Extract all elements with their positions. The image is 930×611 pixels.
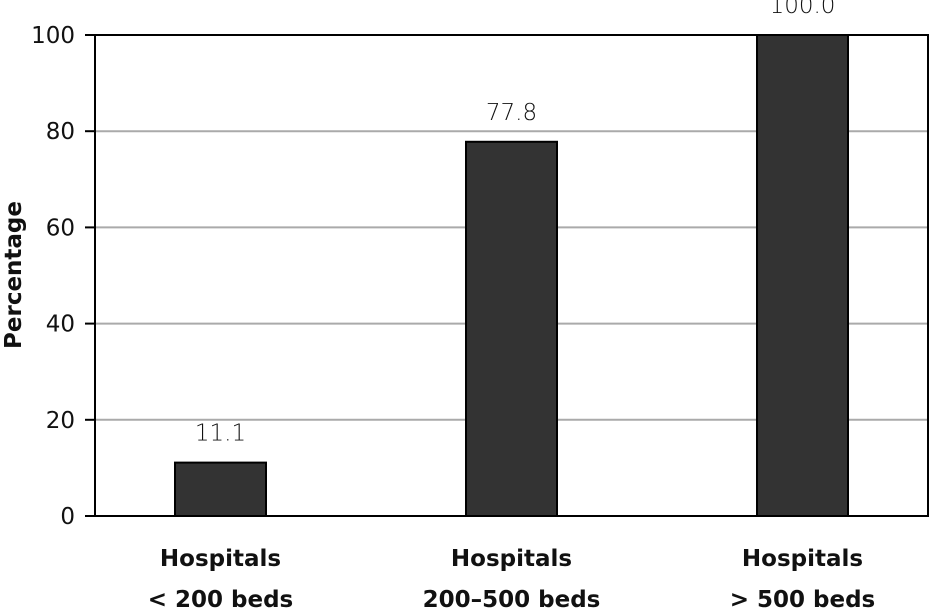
x-tick-label: Hospitals (451, 546, 572, 572)
x-tick-label: 200–500 beds (423, 587, 601, 611)
data-label: 11.1 (195, 421, 246, 447)
data-label: 77.8 (486, 100, 537, 126)
y-tick-label: 20 (46, 408, 75, 434)
y-axis-label: Percentage (1, 201, 27, 349)
y-tick-label: 40 (46, 312, 75, 338)
x-axis-labels: Hospitals < 200 beds Hospitals 200–500 beds… (148, 546, 876, 611)
bar (174, 461, 267, 518)
data-label: 100.0 (770, 0, 836, 19)
y-tick-label: 60 (46, 215, 75, 241)
y-tick-label: 0 (60, 504, 75, 530)
y-axis-ticks: 0 20 40 60 80 100 (31, 23, 95, 530)
bars: 11.1 77.8 100.0 (174, 0, 849, 518)
bar (465, 140, 558, 517)
bar (756, 34, 849, 517)
y-tick-label: 100 (31, 23, 75, 49)
x-tick-label: < 200 beds (148, 587, 294, 611)
x-tick-label: Hospitals (742, 546, 863, 572)
y-tick-label: 80 (46, 119, 75, 145)
x-tick-label: > 500 beds (730, 587, 876, 611)
x-tick-label: Hospitals (160, 546, 281, 572)
